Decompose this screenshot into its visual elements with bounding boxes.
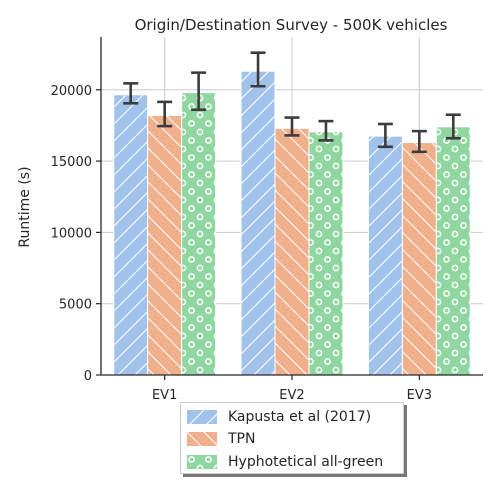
bar-ev3-series-2 (435, 126, 471, 376)
axes: 0 5000 10000 15000 20000 EV1 EV2 EV3 (51, 37, 483, 403)
y-axis-label: Runtime (s) (17, 166, 33, 247)
bar-ev1-series-2 (181, 92, 217, 376)
chart-title: Origin/Destination Survey - 500K vehicle… (135, 16, 448, 34)
bar-ev2-series-2 (308, 131, 344, 376)
bars (113, 70, 471, 376)
y-tick-label: 5000 (59, 298, 92, 313)
bar-ev2-series-1 (274, 127, 310, 376)
legend-label-tpn: TPN (228, 431, 256, 447)
bar-ev3-series-0 (367, 135, 403, 376)
y-tick-label: 10000 (51, 226, 92, 241)
x-tick-label-ev1: EV1 (152, 388, 177, 403)
legend-label-kapusta: Kapusta et al (2017) (228, 409, 372, 425)
x-tick-label-ev2: EV2 (279, 388, 304, 403)
y-tick-label: 0 (84, 369, 92, 384)
legend-label-all-green: Hyphotetical all-green (228, 454, 384, 470)
bar-ev3-series-1 (401, 142, 437, 376)
error-bars (123, 51, 461, 154)
y-tick-label: 15000 (51, 155, 92, 170)
y-tick-label: 20000 (51, 84, 92, 99)
legend: Kapusta et al (2017) TPN Hyphotetical al… (180, 402, 404, 474)
legend-swatch-tpn (187, 432, 217, 446)
bar-ev1-series-1 (147, 114, 183, 376)
legend-swatch-kapusta (187, 410, 217, 424)
x-tick-label-ev3: EV3 (407, 388, 432, 403)
bar-ev1-series-0 (113, 94, 149, 376)
legend-swatch-all-green (187, 455, 217, 469)
legend-item-tpn: TPN (187, 430, 255, 448)
legend-item-kapusta: Kapusta et al (2017) (187, 408, 371, 426)
bar-ev2-series-0 (240, 70, 276, 376)
legend-item-all-green: Hyphotetical all-green (187, 453, 383, 471)
